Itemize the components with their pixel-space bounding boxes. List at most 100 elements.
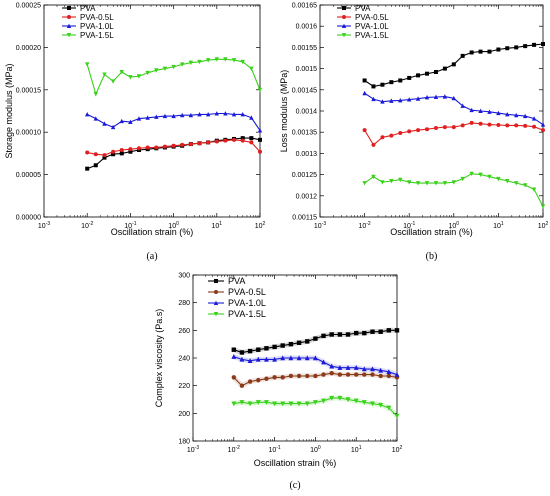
plot-frame (319, 4, 544, 218)
data-point (522, 183, 528, 188)
data-point (353, 398, 359, 404)
data-point (407, 75, 412, 80)
data-point (313, 336, 318, 341)
data-point (249, 136, 254, 141)
data-point (321, 398, 326, 404)
data-point (249, 140, 254, 145)
data-point (378, 402, 384, 408)
data-point (337, 372, 343, 377)
x-tick-label: 100 (310, 445, 321, 454)
legend-label: PVA (80, 4, 96, 13)
data-point (119, 118, 124, 124)
data-point (231, 401, 237, 407)
legend-entry: PVA (337, 4, 371, 13)
data-point (264, 346, 269, 351)
data-point (345, 372, 351, 377)
data-point (154, 114, 159, 119)
x-tick-label: 100 (449, 221, 460, 230)
series-PVA-0.5L (85, 137, 262, 158)
data-point (280, 355, 286, 361)
data-point (380, 135, 385, 140)
data-point (362, 330, 367, 336)
panel-label: (b) (426, 251, 438, 262)
data-point (247, 348, 253, 354)
x-tick-label: 102 (538, 221, 549, 230)
data-point (371, 84, 376, 89)
data-point (378, 367, 384, 373)
data-point (407, 129, 412, 134)
data-point (378, 329, 383, 334)
y-axis-title: Complex viscosity (Pa.s) (154, 309, 164, 408)
data-point (257, 128, 263, 133)
data-point (532, 42, 537, 47)
data-point (514, 112, 519, 118)
data-point (231, 375, 236, 380)
data-point (111, 152, 116, 157)
y-tick-label: 180 (178, 439, 190, 446)
data-point (154, 68, 159, 73)
y-tick-label: 280 (178, 300, 190, 307)
data-point (240, 138, 245, 143)
legend-label: PVA-1.5L (80, 31, 114, 40)
legend-entry: PVA-1.0L (208, 298, 266, 308)
data-point (272, 375, 277, 380)
data-point (380, 82, 385, 87)
data-point (361, 366, 367, 372)
y-tick-label: 220 (178, 383, 190, 390)
data-point (337, 395, 343, 401)
series-PVA (85, 136, 262, 171)
x-tick-label: 10-3 (38, 221, 50, 230)
data-point (85, 62, 90, 67)
data-point (370, 401, 375, 407)
data-point (239, 350, 245, 355)
legend-entry: PVA (62, 4, 96, 13)
data-point (119, 69, 124, 75)
data-point (329, 363, 335, 369)
data-point (102, 153, 107, 158)
data-point (232, 137, 237, 142)
legend-entry: PVA (208, 276, 245, 286)
data-point (110, 124, 116, 130)
data-point (398, 131, 403, 136)
series-PVA-1.0L (85, 111, 263, 133)
data-point (514, 181, 519, 186)
data-point (469, 107, 474, 113)
data-point (223, 111, 228, 116)
y-tick-label: 0.0013 (296, 151, 318, 158)
data-point (145, 145, 150, 150)
data-point (272, 401, 278, 407)
data-point (255, 400, 261, 405)
data-point (145, 70, 150, 76)
data-point (424, 181, 430, 186)
data-point (272, 344, 277, 350)
x-tick-label: 101 (351, 445, 362, 454)
data-point (380, 180, 385, 185)
data-point (442, 94, 448, 99)
series-PVA-1.0L (362, 90, 546, 127)
data-point (111, 149, 116, 154)
data-point (240, 59, 245, 65)
data-point (425, 71, 430, 76)
data-point (478, 172, 483, 177)
legend-label: PVA-0.5L (80, 13, 114, 22)
legend-entry: PVA-1.0L (62, 22, 114, 31)
data-point (487, 122, 492, 127)
y-tick-label: 0.00010 (16, 130, 41, 137)
data-point (321, 359, 326, 365)
data-point (188, 112, 194, 118)
data-point (296, 373, 302, 379)
x-tick-label: 10-2 (358, 221, 370, 230)
data-point (523, 123, 528, 128)
panel-label: (a) (146, 251, 157, 262)
data-point (505, 178, 510, 184)
legend-marker (66, 23, 72, 28)
data-point (258, 137, 262, 142)
legend-entry: PVA-1.5L (208, 309, 266, 319)
data-point (371, 142, 376, 147)
legend-label: PVA-1.0L (355, 22, 389, 31)
data-point (329, 395, 335, 401)
data-point (93, 92, 98, 97)
data-point (214, 111, 219, 116)
data-point (505, 123, 510, 128)
series-PVA-1.5L (362, 171, 546, 209)
